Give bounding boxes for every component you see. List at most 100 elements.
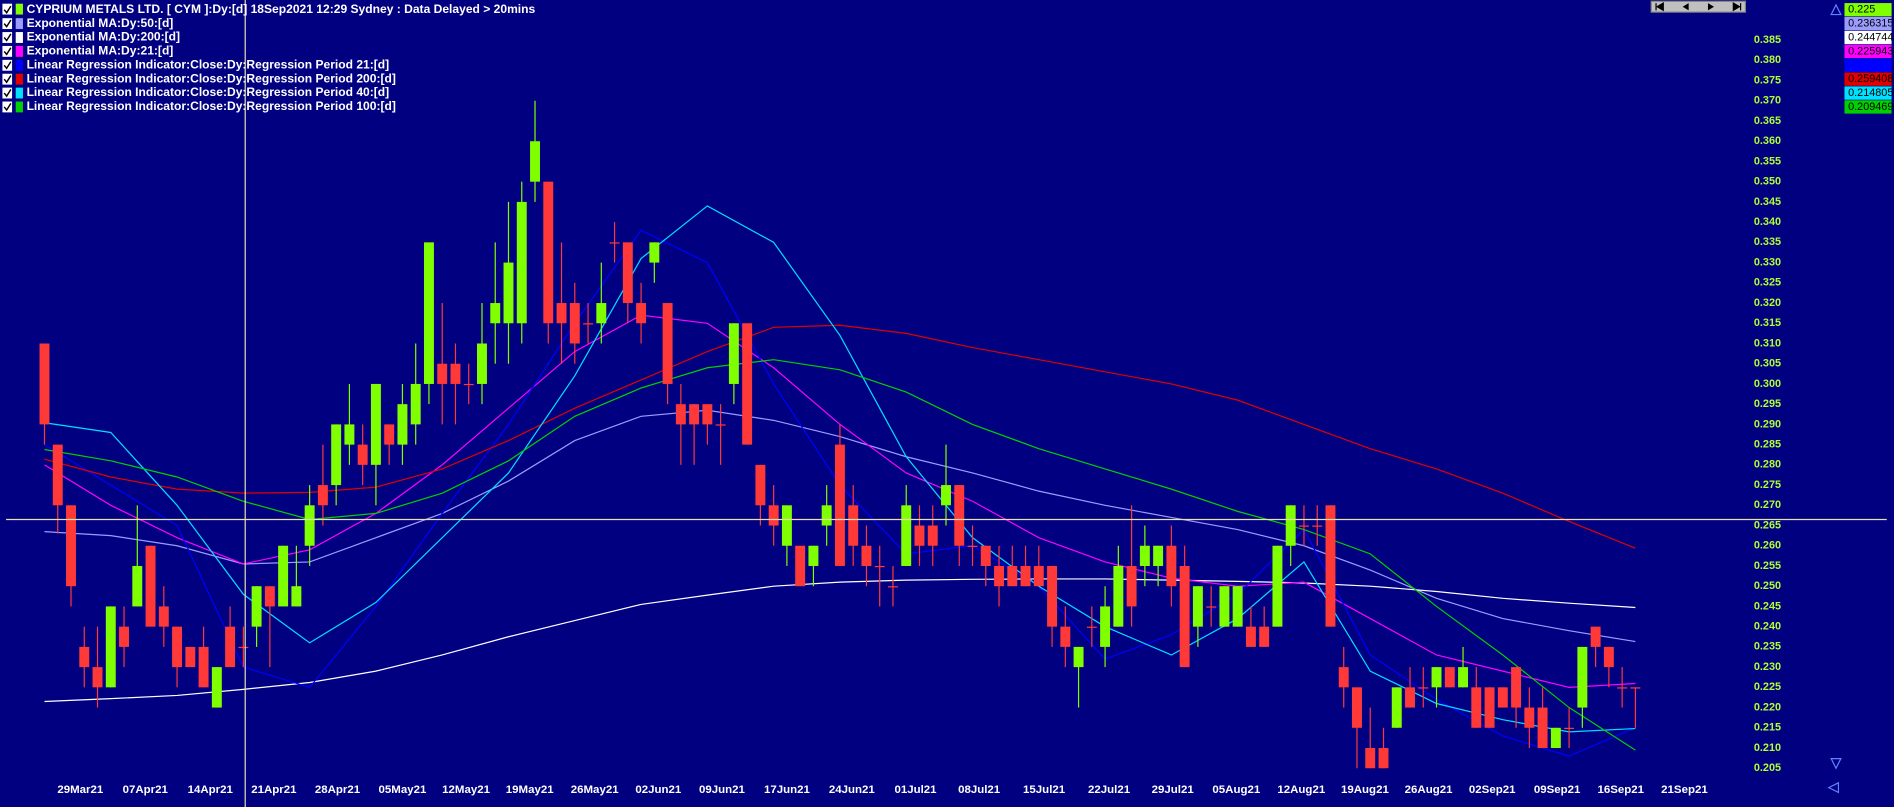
legend-label: Linear Regression Indicator:Close:Dy:Reg… <box>27 71 396 85</box>
candle-body <box>755 464 766 506</box>
candle-body <box>1206 606 1217 608</box>
candle-body <box>914 525 925 546</box>
navigation <box>1650 0 1842 794</box>
candle-body <box>1418 687 1429 689</box>
legend: CYPRIUM METALS LTD. [ CYM ]:Dy:[d] 18Sep… <box>2 2 536 113</box>
candle-body <box>503 262 514 324</box>
candle-body <box>1325 505 1336 627</box>
candle-body <box>1484 687 1495 728</box>
y-tick-label: 0.225 <box>1754 681 1781 693</box>
scroll-up[interactable] <box>1830 3 1842 16</box>
candle-body <box>158 606 169 627</box>
candle-body <box>1537 707 1548 749</box>
y-tick-label: 0.280 <box>1754 459 1781 471</box>
x-tick-label: 26Aug21 <box>1405 784 1453 796</box>
x-tick-label: 22Jul21 <box>1088 784 1131 796</box>
candle-body <box>569 303 580 344</box>
legend-checkbox[interactable] <box>2 32 13 43</box>
legend-check <box>3 75 12 84</box>
value-box <box>1844 58 1892 72</box>
legend-checkbox[interactable] <box>2 87 13 99</box>
candle-body <box>768 505 779 526</box>
y-tick-label: 0.255 <box>1754 560 1781 572</box>
candle-body <box>556 303 567 324</box>
candle-body <box>1458 667 1469 688</box>
y-tick-label: 0.230 <box>1754 661 1781 673</box>
legend-swatch <box>15 101 23 113</box>
candle-body <box>1590 626 1601 647</box>
candle-body <box>636 303 647 324</box>
candle-body <box>927 525 938 546</box>
y-tick-label: 0.290 <box>1754 418 1781 430</box>
candle-body <box>251 586 262 627</box>
x-tick-label: 17Jun21 <box>764 784 811 796</box>
x-tick-label: 01Jul21 <box>894 784 937 796</box>
value-label: 0.209469 <box>1848 101 1893 113</box>
scroll-down[interactable] <box>1830 758 1842 770</box>
candle-body <box>1338 667 1349 688</box>
y-tick-label: 0.365 <box>1754 115 1781 127</box>
y-tick-label: 0.270 <box>1754 499 1781 511</box>
candle-body <box>675 404 686 425</box>
candle-body <box>821 505 832 526</box>
candle-body <box>543 181 554 324</box>
candle-body <box>145 545 156 627</box>
candle-body <box>994 565 1004 587</box>
candle-body <box>689 404 700 425</box>
candle-body <box>1444 667 1455 688</box>
x-tick-label: 07Apr21 <box>123 784 169 796</box>
nav-prev[interactable] <box>1682 3 1689 11</box>
y-tick-label: 0.295 <box>1754 398 1781 410</box>
scroll-left[interactable] <box>1827 781 1840 794</box>
legend-checkbox[interactable] <box>2 101 13 113</box>
x-tick-label: 15Jul21 <box>1023 784 1066 796</box>
candle-body <box>1126 565 1137 607</box>
legend-checkbox[interactable] <box>2 59 13 71</box>
legend-label: Linear Regression Indicator:Close:Dy:Reg… <box>27 85 390 99</box>
legend-check <box>3 102 12 112</box>
x-tick-label: 24Jun21 <box>829 784 876 796</box>
candle-body <box>172 626 183 668</box>
candle-body <box>795 545 806 587</box>
y-tick-label: 0.385 <box>1754 34 1781 46</box>
legend-label: Exponential MA:Dy:200:[d] <box>27 30 180 44</box>
candle-body <box>1405 687 1415 708</box>
candle-body <box>397 404 408 445</box>
legend-checkbox[interactable] <box>2 3 13 15</box>
value-box <box>1844 86 1892 100</box>
indicator-line <box>44 578 1636 703</box>
candle-body <box>1524 707 1535 728</box>
legend-checkbox[interactable] <box>2 45 13 57</box>
candle-body <box>490 303 501 324</box>
candle-body <box>715 424 726 426</box>
candle-body <box>1312 525 1323 527</box>
nav-first[interactable] <box>1655 2 1664 12</box>
candle-body <box>463 383 474 386</box>
candle-body <box>211 667 222 708</box>
legend-check <box>3 61 12 70</box>
candle-body <box>52 444 63 506</box>
candle-body <box>1511 667 1522 708</box>
y-tick-label: 0.235 <box>1754 641 1781 653</box>
plot <box>39 100 1641 769</box>
x-tick-label: 16Sep21 <box>1598 784 1645 796</box>
legend-label: Exponential MA:Dy:50:[d] <box>27 16 174 30</box>
legend-checkbox[interactable] <box>2 73 13 85</box>
y-tick-label: 0.315 <box>1754 317 1781 329</box>
candle-body <box>728 323 739 384</box>
x-tick-label: 19May21 <box>506 784 554 796</box>
value-box <box>1844 30 1892 45</box>
legend-checkbox[interactable] <box>2 18 13 30</box>
nav-next[interactable] <box>1707 3 1715 11</box>
candle-body <box>1378 748 1389 769</box>
y-tick-label: 0.205 <box>1754 762 1781 774</box>
candle-body <box>119 626 130 647</box>
x-tick-label: 09Sep21 <box>1534 784 1581 796</box>
y-tick-label: 0.305 <box>1754 358 1781 370</box>
x-tick-label: 19Aug21 <box>1341 784 1389 796</box>
y-tick-label: 0.265 <box>1754 519 1781 531</box>
nav-last[interactable] <box>1732 2 1742 12</box>
x-tick-label: 28Apr21 <box>315 784 361 796</box>
candle-body <box>291 586 302 607</box>
